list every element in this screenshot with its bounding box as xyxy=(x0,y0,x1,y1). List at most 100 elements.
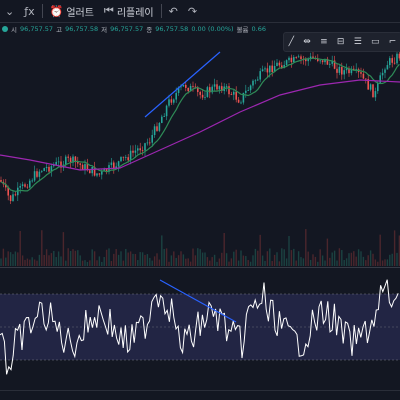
volume-bar xyxy=(283,249,285,266)
volume-bar xyxy=(365,260,367,266)
parallel-channel-icon[interactable]: ≡ xyxy=(320,37,328,47)
candle-body xyxy=(276,62,278,67)
volume-bar xyxy=(201,252,204,266)
chevron-down-button[interactable]: ⌄ xyxy=(0,0,19,22)
candle-body xyxy=(89,170,91,174)
volume-bar xyxy=(209,260,211,266)
candle-body xyxy=(228,86,230,95)
volume-bar xyxy=(348,253,350,266)
pane-divider[interactable] xyxy=(0,267,400,268)
candle-body xyxy=(103,168,105,172)
volume-bar xyxy=(261,255,264,266)
candle-body xyxy=(29,180,31,188)
volume-bar xyxy=(120,251,122,266)
ray-icon[interactable]: ⇹ xyxy=(303,37,311,47)
volume-bar xyxy=(393,230,396,266)
candle-body xyxy=(144,143,146,151)
volume-bar xyxy=(242,255,245,266)
candle-body xyxy=(285,60,288,65)
candle-body xyxy=(65,156,67,165)
volume-bar xyxy=(252,255,254,266)
rsi-pane[interactable] xyxy=(0,268,400,388)
volume-bar xyxy=(151,260,153,266)
volume-label: 볼륨 xyxy=(236,26,249,34)
volume-bar xyxy=(369,250,372,266)
candle-body xyxy=(309,56,312,59)
trend-line-icon[interactable]: ╱ xyxy=(288,37,295,47)
volume-bar xyxy=(117,254,120,266)
candle-body xyxy=(158,122,161,131)
candle-body xyxy=(331,60,333,64)
candle-body xyxy=(312,56,314,59)
volume-bar xyxy=(314,256,317,266)
more-icon[interactable]: ⌐ xyxy=(388,37,397,47)
replay-button[interactable]: ⏮ 리플레이 xyxy=(99,0,159,22)
fib-icon[interactable]: ☰ xyxy=(353,37,362,47)
drawing-toolbar: ╱ ⇹ ≡ ⊟ ☰ ▭ ⌐ xyxy=(283,32,400,52)
candle-body xyxy=(398,53,400,59)
volume-bar xyxy=(235,249,237,266)
candle-body xyxy=(170,99,173,103)
volume-bar xyxy=(12,254,14,266)
candle-body xyxy=(261,69,264,72)
volume-bar xyxy=(127,252,129,266)
candle-body xyxy=(269,65,271,73)
volume-bar xyxy=(300,257,302,266)
volume-bar xyxy=(257,250,259,266)
price-chart[interactable] xyxy=(0,40,400,267)
candle-body xyxy=(213,84,216,87)
candle-body xyxy=(41,170,43,172)
volume-bar xyxy=(221,252,223,266)
candle-body xyxy=(31,180,33,182)
volume-bar xyxy=(45,249,48,266)
candle-body xyxy=(247,90,249,92)
candle-body xyxy=(343,70,345,75)
candle-body xyxy=(60,161,62,168)
candle-body xyxy=(240,102,242,104)
undo-button[interactable]: ↶ xyxy=(164,0,183,22)
candle-body xyxy=(177,87,180,93)
rectangle-icon[interactable]: ▭ xyxy=(371,37,380,47)
volume-bar xyxy=(324,260,326,266)
candle-body xyxy=(249,85,252,91)
candle-body xyxy=(110,162,113,166)
volume-bar xyxy=(333,250,336,266)
volume-bar xyxy=(153,256,156,266)
volume-bar xyxy=(237,260,240,266)
candle-body xyxy=(189,85,192,92)
candle-body xyxy=(43,168,45,171)
candle-body xyxy=(67,156,69,158)
alert-button[interactable]: ⏰ 얼러트 xyxy=(45,0,99,22)
candle-body xyxy=(379,75,381,83)
redo-button[interactable]: ↷ xyxy=(183,0,202,22)
candle-body xyxy=(338,66,341,73)
open-label: 시 xyxy=(11,26,17,34)
candle-body xyxy=(362,73,365,79)
volume-bar xyxy=(355,256,357,266)
volume-bar xyxy=(86,261,89,266)
candle-body xyxy=(192,85,194,87)
candle-body xyxy=(257,79,259,81)
candle-body xyxy=(77,162,79,164)
volume-bar xyxy=(173,251,175,266)
indicators-button[interactable]: ƒx xyxy=(19,0,39,22)
candle-body xyxy=(96,173,98,176)
candle-body xyxy=(26,186,29,188)
volume-bar xyxy=(53,250,55,266)
volume-bar xyxy=(29,259,31,266)
volume-bar xyxy=(41,230,43,266)
volume-bar xyxy=(125,248,127,266)
volume-bar xyxy=(345,258,348,266)
candle-body xyxy=(93,166,96,176)
high-label: 고 xyxy=(56,26,63,34)
candle-body xyxy=(161,116,163,123)
candle-body xyxy=(50,166,53,172)
horizontal-line-icon[interactable]: ⊟ xyxy=(336,37,345,47)
volume-bar xyxy=(319,249,321,266)
volume-bar xyxy=(187,258,189,266)
volume-bar xyxy=(389,254,391,266)
volume-bar xyxy=(386,259,389,266)
volume-bar xyxy=(0,258,2,266)
volume-bar xyxy=(9,252,12,266)
volume-bar xyxy=(367,255,369,266)
